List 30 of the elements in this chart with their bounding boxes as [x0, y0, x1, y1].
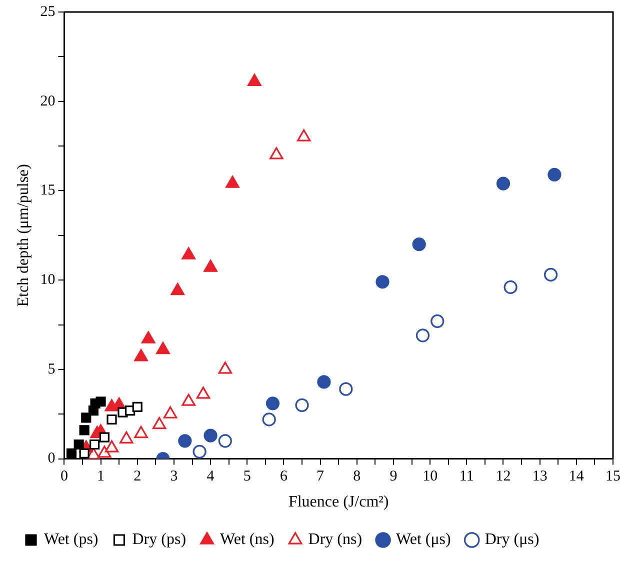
x-tick-label: 14 — [568, 468, 584, 485]
y-tick-label: 15 — [40, 182, 56, 199]
x-tick-label: 5 — [243, 468, 251, 485]
y-tick-label: 0 — [48, 450, 56, 467]
x-axis-title: Fluence (J/cm²) — [288, 494, 389, 511]
legend-label: Dry (ns) — [308, 531, 362, 548]
x-tick-label: 2 — [134, 468, 142, 485]
x-tick-label: 12 — [496, 468, 511, 485]
x-tick-label: 15 — [606, 468, 620, 485]
legend-label: Wet (ps) — [44, 531, 98, 548]
y-tick-label: 5 — [48, 361, 56, 378]
legend-label: Dry (μs) — [484, 531, 540, 548]
y-tick-label: 25 — [40, 4, 56, 20]
x-tick-label: 13 — [532, 468, 548, 485]
x-tick-label: 4 — [206, 468, 215, 485]
x-tick-label: 1 — [97, 468, 105, 485]
x-tick-label: 6 — [280, 468, 288, 485]
y-axis-title: Etch depth (μm/pulse) — [14, 164, 32, 307]
x-tick-label: 0 — [60, 468, 68, 485]
legend-label: Dry (ps) — [132, 531, 186, 548]
x-tick-label: 7 — [316, 468, 325, 485]
x-tick-label: 9 — [390, 468, 398, 485]
x-tick-label: 8 — [353, 468, 361, 485]
x-tick-label: 11 — [459, 468, 474, 485]
y-tick-label: 10 — [40, 272, 56, 288]
legend-label: Wet (μs) — [396, 531, 451, 548]
legend-label: Wet (ns) — [220, 531, 274, 548]
y-tick-label: 20 — [40, 93, 56, 110]
x-tick-label: 10 — [422, 468, 438, 485]
x-tick-label: 3 — [170, 468, 178, 485]
